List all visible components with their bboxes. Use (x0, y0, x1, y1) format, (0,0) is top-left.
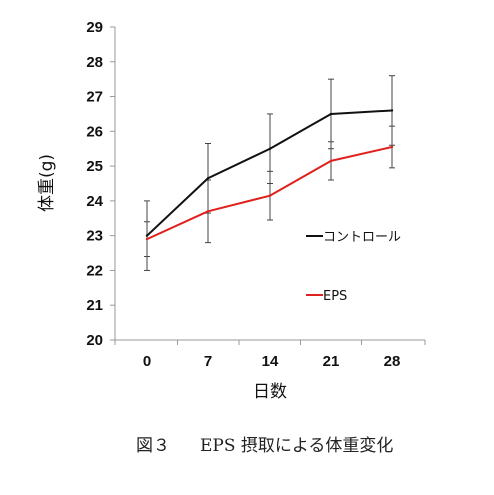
y-tick-label: 29 (86, 19, 103, 36)
legend-label: コントロール (323, 230, 401, 245)
data-point (145, 234, 149, 237)
x-tick-label: 0 (143, 353, 151, 370)
data-point (268, 147, 272, 150)
x-tick-label: 7 (204, 353, 212, 370)
y-tick-label: 24 (86, 193, 103, 210)
legend: コントロール EPS (306, 230, 401, 304)
data-point (268, 194, 272, 197)
data-point (206, 177, 210, 180)
y-tick-label: 21 (86, 297, 103, 314)
data-point (206, 210, 210, 213)
y-axis-label: 体重(g) (37, 154, 57, 212)
data-point (390, 145, 394, 149)
y-ticks: 20 21 22 23 24 25 26 27 28 29 (86, 19, 115, 349)
y-tick-label: 26 (86, 123, 103, 140)
data-point (329, 159, 333, 163)
legend-label: EPS (323, 289, 347, 304)
x-tick-label: 21 (323, 353, 340, 370)
x-axis-label: 日数 (253, 382, 287, 402)
y-tick-label: 20 (86, 332, 103, 349)
data-point (329, 112, 333, 116)
x-ticks: 0 7 14 21 28 (114, 340, 426, 370)
y-tick-label: 28 (86, 54, 103, 71)
series-lines (145, 109, 394, 241)
data-point (145, 237, 149, 241)
y-tick-label: 25 (86, 158, 103, 175)
x-tick-label: 28 (384, 353, 401, 370)
figure-caption-text: EPS 摂取による体重変化 (200, 436, 393, 456)
data-point (390, 109, 394, 112)
y-tick-label: 27 (86, 89, 103, 106)
figure-caption-label: 図３ (136, 436, 170, 456)
y-tick-label: 22 (86, 262, 103, 279)
y-tick-label: 23 (86, 228, 103, 245)
axes (114, 27, 425, 341)
x-tick-label: 14 (262, 353, 279, 370)
